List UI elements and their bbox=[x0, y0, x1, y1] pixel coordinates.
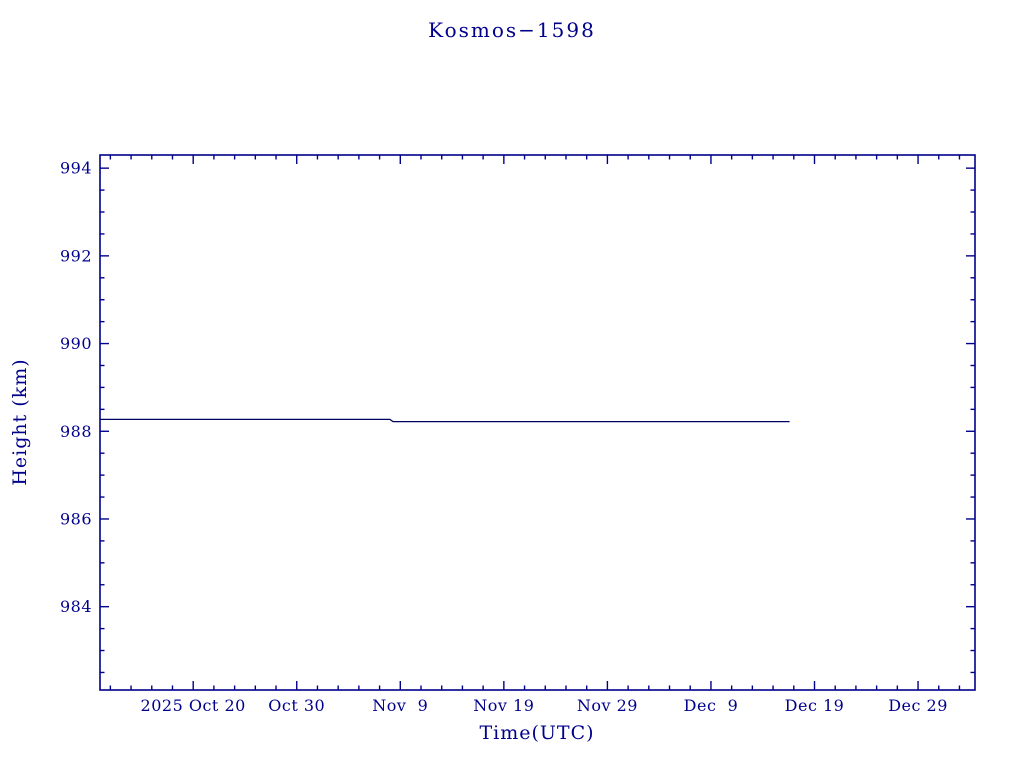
x-tick-label: Dec 9 bbox=[684, 696, 739, 715]
plot-area: 984 986 988 990 992 994 2025 Oct 20 Oct 30 Nov 9… bbox=[60, 154, 976, 715]
x-tick-label: Dec 19 bbox=[785, 696, 845, 715]
x-tick-label: Oct 30 bbox=[268, 696, 325, 715]
y-tick-label: 988 bbox=[60, 422, 92, 441]
x-tick-label: Nov 29 bbox=[577, 696, 638, 715]
chart-title: Kosmos−1598 bbox=[428, 18, 596, 42]
y-tick-label: 984 bbox=[60, 597, 92, 616]
y-tick-label: 990 bbox=[60, 334, 92, 353]
y-tick-label: 986 bbox=[60, 509, 92, 528]
x-tick-label: 2025 Oct 20 bbox=[141, 696, 246, 715]
x-axis-label: Time(UTC) bbox=[479, 722, 594, 744]
x-tick-label: Nov 19 bbox=[473, 696, 534, 715]
plot-frame bbox=[99, 154, 976, 691]
y-tick-label: 992 bbox=[60, 246, 92, 265]
y-tick-label: 994 bbox=[60, 159, 92, 178]
x-tick-label: Dec 29 bbox=[888, 696, 948, 715]
x-tick-label: Nov 9 bbox=[372, 696, 428, 715]
y-axis-label: Height (km) bbox=[9, 358, 31, 485]
height-series-line bbox=[100, 418, 790, 423]
